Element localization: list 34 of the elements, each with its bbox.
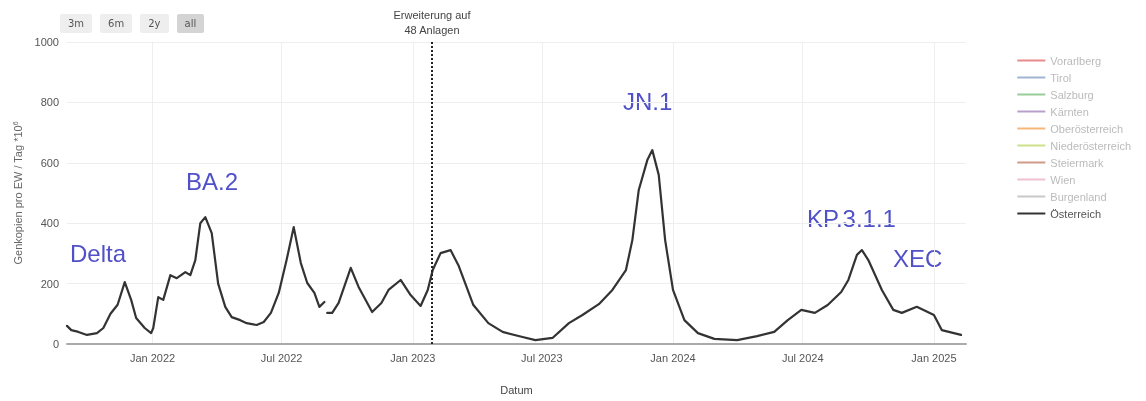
legend-label: Burgenland [1050,190,1107,203]
range-button: 2y [140,14,169,33]
legend-label: Salzburg [1050,88,1094,101]
annotation: BA.2 [186,167,239,195]
x-tick-label: Jan 2022 [129,351,176,364]
x-axis-title: Datum [500,383,533,396]
legend-label: Niederösterreich [1050,139,1131,152]
ref-line-label: Erweiterung auf 48 Anlagen [393,8,472,36]
x-tick-label: Jul 2023 [521,351,563,364]
legend-label: Österreich [1050,207,1102,220]
x-tick-label: Jul 2024 [781,351,824,364]
annotation: Delta [70,239,127,267]
legend-label: Oberösterreich [1050,122,1124,135]
range-button: 6m [100,14,133,33]
y-tick-label: 400 [40,217,59,230]
legend-label: Kärnten [1050,105,1089,118]
y-tick-label: 800 [40,96,59,109]
annotation: XEC [893,244,943,272]
y-tick-label: 0 [52,338,59,350]
range-button: 3m [60,14,93,33]
legend-label: Vorarlberg [1050,54,1102,67]
range-button: all [176,14,205,33]
annotation: KP.3.1.1 [807,204,896,232]
legend-label: Wien [1050,173,1076,186]
legend-label: Steiermark [1050,156,1104,169]
legend-label: Tirol [1050,71,1072,84]
y-tick-label: 1000 [34,36,59,48]
x-tick-label: Jan 2023 [390,351,436,364]
annotation: JN.1 [623,87,673,115]
x-tick-label: Jul 2022 [260,351,303,364]
y-tick-label: 200 [40,277,59,290]
x-tick-label: Jan 2024 [650,351,696,364]
y-tick-label: 600 [40,156,59,169]
x-tick-label: Jan 2025 [911,351,957,364]
